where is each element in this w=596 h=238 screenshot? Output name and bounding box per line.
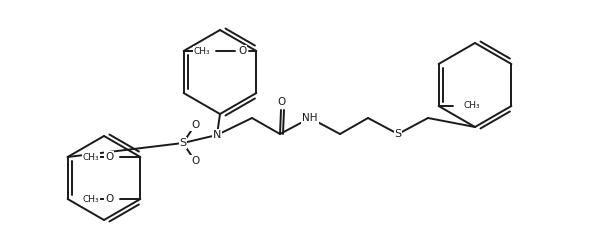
Text: CH₃: CH₃ <box>82 194 99 203</box>
Text: O: O <box>105 194 113 204</box>
Text: N: N <box>213 130 221 140</box>
Text: NH: NH <box>302 113 318 123</box>
Text: O: O <box>191 156 199 166</box>
Text: CH₃: CH₃ <box>464 101 480 110</box>
Text: CH₃: CH₃ <box>194 46 210 55</box>
Text: S: S <box>395 129 402 139</box>
Text: Cl: Cl <box>198 46 209 56</box>
Text: O: O <box>191 120 199 130</box>
Text: O: O <box>238 46 247 56</box>
Text: O: O <box>277 97 285 107</box>
Text: S: S <box>179 138 187 148</box>
Text: CH₃: CH₃ <box>82 153 99 162</box>
Text: O: O <box>105 152 113 162</box>
